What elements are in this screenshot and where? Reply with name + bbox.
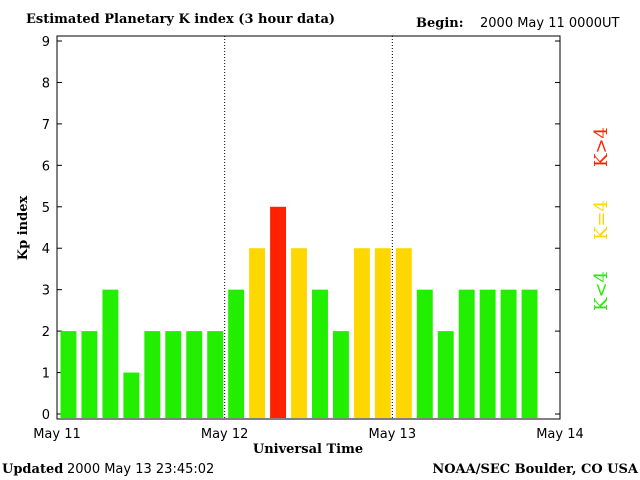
kp-bar [291, 248, 307, 418]
legend-high: K>4 [591, 127, 612, 167]
y-axis-ticks: 0 1 2 3 4 5 6 7 8 9 [42, 35, 560, 423]
y-tick-label: 5 [42, 201, 50, 216]
y-axis-label: Kp index [16, 196, 31, 261]
y-tick-label: 9 [42, 35, 50, 50]
updated-value: 2000 May 13 23:45:02 [67, 462, 214, 477]
kp-bar [186, 331, 203, 418]
y-tick-label: 3 [42, 284, 50, 299]
kp-bars [60, 206, 538, 418]
kp-bar [353, 248, 370, 418]
kp-bar [123, 372, 140, 418]
x-axis-label: Universal Time [253, 442, 363, 457]
kp-bar [60, 331, 77, 418]
y-tick-label: 0 [42, 408, 50, 423]
kp-bar [81, 331, 98, 418]
kp-bar [416, 289, 433, 418]
kp-bar [270, 206, 287, 418]
x-tick-label: May 11 [33, 427, 81, 442]
kp-bar [312, 289, 328, 418]
kp-bar [332, 331, 349, 418]
y-tick-label: 4 [42, 242, 50, 257]
kp-bar [374, 248, 391, 418]
y-tick-label: 8 [42, 76, 50, 91]
legend: K<4 K=4 K>4 [591, 127, 612, 311]
kp-bar [102, 289, 119, 418]
kp-bar [144, 331, 161, 418]
x-axis-ticks: May 11 May 12 May 13 May 14 [33, 427, 584, 442]
kp-bar [165, 331, 182, 418]
x-tick-label: May 12 [201, 427, 249, 442]
kp-bar [228, 289, 245, 418]
x-tick-label: May 13 [369, 427, 417, 442]
kp-bar [249, 248, 266, 418]
kp-bar [437, 331, 454, 418]
plot-frame [56, 35, 561, 420]
kp-bar [500, 289, 517, 418]
begin-value: 2000 May 11 0000UT [480, 16, 619, 31]
kp-bar [395, 248, 412, 418]
kp-bar [207, 331, 224, 418]
day-separators [224, 36, 393, 419]
legend-low: K<4 [591, 271, 612, 311]
legend-equal: K=4 [591, 200, 612, 240]
source-label: NOAA/SEC Boulder, CO USA [432, 462, 639, 477]
y-tick-label: 2 [42, 325, 50, 340]
kp-bar [458, 289, 475, 418]
chart-title: Estimated Planetary K index (3 hour data… [26, 12, 335, 27]
y-tick-label: 1 [42, 367, 50, 382]
kp-bar [479, 289, 496, 418]
updated-label: Updated [2, 462, 63, 477]
x-tick-label: May 14 [536, 427, 584, 442]
y-tick-label: 6 [42, 159, 50, 174]
y-tick-label: 7 [42, 118, 50, 133]
kp-bar [521, 289, 538, 418]
begin-label: Begin: [416, 16, 464, 31]
